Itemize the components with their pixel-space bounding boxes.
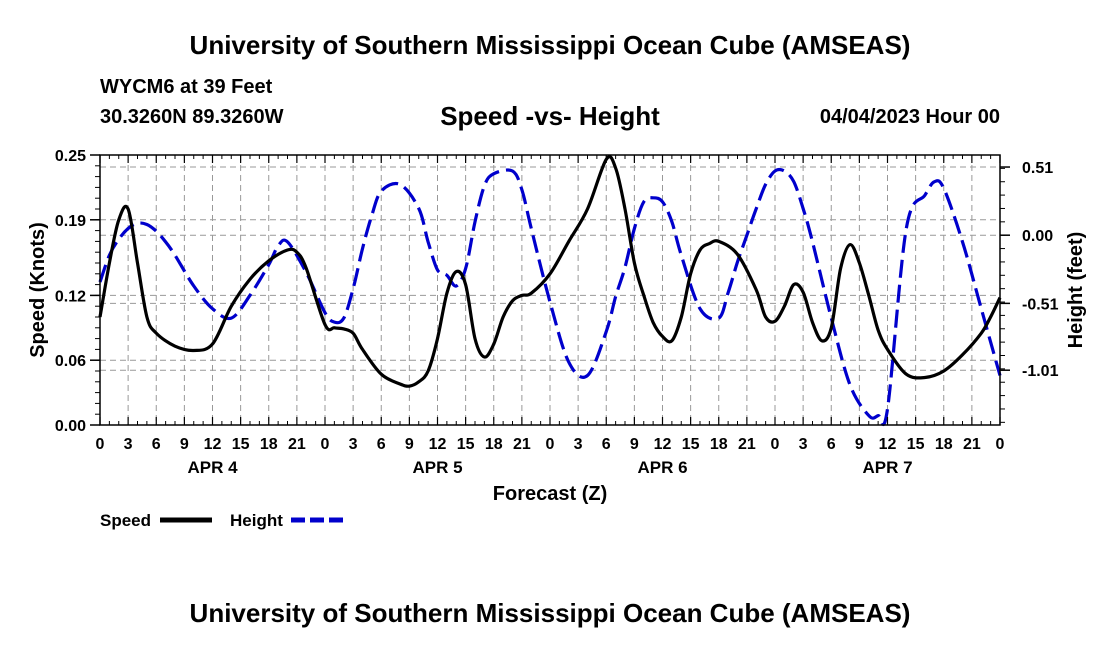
x-tick-label: 15 — [682, 436, 700, 453]
x-tick-label: 15 — [907, 436, 925, 453]
y-tick-label: 0.00 — [55, 418, 86, 435]
coordinates-label: 30.3260N 89.3260W — [100, 106, 284, 128]
y2-axis-label: Height (feet) — [1065, 232, 1087, 349]
y-tick-label: 0.19 — [55, 213, 86, 230]
day-label: APR 4 — [187, 458, 238, 477]
footer-title: University of Southern Mississippi Ocean… — [189, 598, 911, 628]
y-tick-label: 0.25 — [55, 148, 86, 165]
y2-tick-label: -0.51 — [1022, 296, 1059, 313]
x-tick-label: 12 — [879, 436, 897, 453]
grid — [100, 155, 1000, 425]
x-tick-label: 3 — [349, 436, 358, 453]
x-tick-label: 18 — [485, 436, 503, 453]
y-axis-label: Speed (Knots) — [27, 222, 49, 358]
x-tick-label: 6 — [602, 436, 611, 453]
x-tick-label: 0 — [996, 436, 1005, 453]
x-tick-label: 18 — [935, 436, 953, 453]
x-tick-label: 18 — [260, 436, 278, 453]
series-line-speed — [98, 155, 1002, 388]
x-tick-label: 21 — [513, 436, 531, 453]
x-tick-label: 15 — [232, 436, 250, 453]
x-tick-label: 3 — [124, 436, 133, 453]
x-tick-label: 12 — [654, 436, 672, 453]
x-tick-label: 9 — [855, 436, 864, 453]
x-tick-label: 12 — [429, 436, 447, 453]
legend-label-height: Height — [230, 511, 283, 530]
y2-tick-label: 0.00 — [1022, 228, 1053, 245]
x-tick-label: 18 — [710, 436, 728, 453]
x-tick-label: 9 — [180, 436, 189, 453]
x-tick-label: 6 — [827, 436, 836, 453]
series-line-height — [98, 167, 1002, 427]
x-tick-label: 9 — [630, 436, 639, 453]
x-tick-label: 12 — [204, 436, 222, 453]
y-tick-label: 0.06 — [55, 353, 86, 370]
datestamp: 04/04/2023 Hour 00 — [819, 106, 1000, 128]
x-tick-label: 21 — [288, 436, 306, 453]
x-tick-label: 0 — [771, 436, 780, 453]
x-tick-label: 21 — [963, 436, 981, 453]
y2-tick-label: 0.51 — [1022, 160, 1053, 177]
legend-label-speed: Speed — [100, 511, 151, 530]
series-layer — [98, 155, 1002, 427]
y-tick-label: 0.12 — [55, 288, 86, 305]
x-axis-label: Forecast (Z) — [493, 483, 607, 505]
x-tick-label: 3 — [799, 436, 808, 453]
x-tick-label: 9 — [405, 436, 414, 453]
x-tick-label: 6 — [152, 436, 161, 453]
x-tick-label: 0 — [96, 436, 105, 453]
x-tick-label: 21 — [738, 436, 756, 453]
x-tick-label: 3 — [574, 436, 583, 453]
x-tick-label: 6 — [377, 436, 386, 453]
day-label: APR 6 — [637, 458, 687, 477]
x-tick-label: 0 — [546, 436, 555, 453]
station-label: WYCM6 at 39 Feet — [100, 76, 273, 98]
day-label: APR 7 — [862, 458, 912, 477]
page-title: University of Southern Mississippi Ocean… — [189, 30, 911, 60]
x-tick-label: 15 — [457, 436, 475, 453]
x-tick-label: 0 — [321, 436, 330, 453]
legend: Speed Height — [100, 511, 343, 530]
chart-title: Speed -vs- Height — [440, 101, 660, 131]
axes: 0 3 6 9 12 15 18 21 0 3 6 9 12 15 18 21 0 3 6 9 12 15 18 21 0 3 6 9… — [55, 148, 1059, 477]
y2-tick-label: -1.01 — [1022, 363, 1059, 380]
day-label: APR 5 — [412, 458, 462, 477]
